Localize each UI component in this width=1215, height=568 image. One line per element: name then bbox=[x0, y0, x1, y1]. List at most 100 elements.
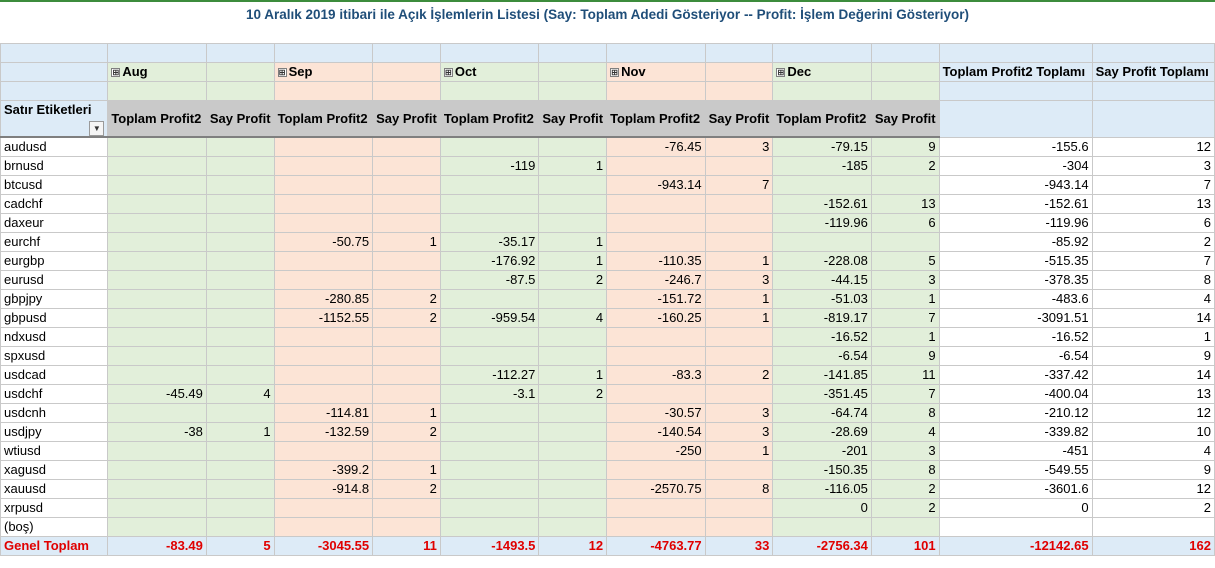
say-cell[interactable]: 4 bbox=[205, 384, 275, 404]
profit-cell[interactable]: -176.92 bbox=[439, 251, 540, 271]
total-say-cell[interactable]: 9 bbox=[1091, 460, 1215, 480]
say-cell[interactable] bbox=[372, 194, 441, 214]
profit-cell[interactable] bbox=[107, 136, 207, 157]
blank-cell[interactable] bbox=[538, 43, 608, 63]
blank-cell[interactable] bbox=[870, 81, 940, 101]
profit-cell[interactable]: -76.45 bbox=[606, 136, 706, 157]
profit-cell[interactable] bbox=[273, 136, 374, 157]
say-cell[interactable]: 2 bbox=[372, 308, 441, 328]
say-cell[interactable]: 1 bbox=[372, 460, 441, 480]
say-cell[interactable]: 7 bbox=[704, 175, 774, 195]
say-cell[interactable]: 8 bbox=[870, 460, 940, 480]
say-cell[interactable]: 2 bbox=[870, 479, 940, 499]
total-say-cell[interactable]: 3 bbox=[1091, 156, 1215, 176]
profit-cell[interactable]: -116.05 bbox=[772, 479, 872, 499]
say-cell[interactable]: 1 bbox=[870, 327, 940, 347]
profit-cell[interactable] bbox=[606, 232, 706, 252]
say-cell[interactable] bbox=[704, 517, 774, 537]
profit-cell[interactable] bbox=[439, 327, 540, 347]
expand-icon[interactable]: ⊞ bbox=[277, 68, 287, 77]
blank-cell[interactable] bbox=[1091, 100, 1215, 138]
profit-cell[interactable] bbox=[772, 232, 872, 252]
say-cell[interactable] bbox=[538, 136, 608, 157]
say-cell[interactable]: 5 bbox=[870, 251, 940, 271]
profit-cell[interactable] bbox=[606, 194, 706, 214]
total-profit-cell[interactable]: 0 bbox=[938, 498, 1093, 518]
total-say-cell[interactable]: 12 bbox=[1091, 136, 1215, 157]
profit-cell[interactable] bbox=[606, 498, 706, 518]
total-say-cell[interactable]: 4 bbox=[1091, 441, 1215, 461]
say-cell[interactable]: 1 bbox=[704, 251, 774, 271]
profit-cell[interactable] bbox=[107, 251, 207, 271]
profit-cell[interactable] bbox=[107, 289, 207, 309]
total-profit-cell[interactable]: -549.55 bbox=[938, 460, 1093, 480]
blank-cell[interactable] bbox=[372, 62, 441, 82]
say-cell[interactable] bbox=[205, 327, 275, 347]
profit-cell[interactable]: -79.15 bbox=[772, 136, 872, 157]
total-profit-cell[interactable]: -210.12 bbox=[938, 403, 1093, 423]
say-cell[interactable]: 4 bbox=[538, 308, 608, 328]
say-cell[interactable] bbox=[538, 194, 608, 214]
total-profit-cell[interactable]: -943.14 bbox=[938, 175, 1093, 195]
total-profit-cell[interactable]: -85.92 bbox=[938, 232, 1093, 252]
profit-cell[interactable] bbox=[439, 498, 540, 518]
blank-cell[interactable] bbox=[0, 43, 109, 63]
profit-cell[interactable]: -119 bbox=[439, 156, 540, 176]
profit-cell[interactable] bbox=[606, 213, 706, 233]
say-cell[interactable] bbox=[205, 251, 275, 271]
profit-cell[interactable]: -201 bbox=[772, 441, 872, 461]
blank-cell[interactable] bbox=[606, 43, 706, 63]
say-cell[interactable] bbox=[205, 498, 275, 518]
say-cell[interactable] bbox=[704, 213, 774, 233]
blank-cell[interactable] bbox=[273, 81, 374, 101]
grand-profit-header[interactable]: Toplam Profit2 Toplamı bbox=[938, 62, 1093, 82]
say-cell[interactable] bbox=[372, 136, 441, 157]
say-cell[interactable]: 3 bbox=[870, 270, 940, 290]
blank-cell[interactable] bbox=[772, 43, 872, 63]
grand-total-cell[interactable]: -4763.77 bbox=[606, 536, 706, 556]
grand-total-cell[interactable]: -3045.55 bbox=[273, 536, 374, 556]
say-cell[interactable]: 2 bbox=[372, 289, 441, 309]
say-cell[interactable] bbox=[870, 232, 940, 252]
say-cell[interactable]: 2 bbox=[870, 156, 940, 176]
profit-cell[interactable]: -280.85 bbox=[273, 289, 374, 309]
profit-cell[interactable] bbox=[439, 422, 540, 442]
total-say-cell[interactable]: 1 bbox=[1091, 327, 1215, 347]
expand-icon[interactable]: ⊞ bbox=[111, 68, 121, 77]
profit-cell[interactable]: -112.27 bbox=[439, 365, 540, 385]
say-cell[interactable]: 2 bbox=[870, 498, 940, 518]
blank-cell[interactable] bbox=[273, 43, 374, 63]
row-label[interactable]: eurchf bbox=[0, 232, 109, 252]
profit-cell[interactable]: -150.35 bbox=[772, 460, 872, 480]
profit-cell[interactable] bbox=[439, 213, 540, 233]
profit-cell[interactable] bbox=[107, 156, 207, 176]
say-col-header[interactable]: Say Profit bbox=[372, 100, 441, 138]
blank-cell[interactable] bbox=[372, 81, 441, 101]
row-label[interactable]: (boş) bbox=[0, 517, 109, 537]
blank-cell[interactable] bbox=[538, 81, 608, 101]
total-profit-cell[interactable]: -16.52 bbox=[938, 327, 1093, 347]
blank-cell[interactable] bbox=[938, 100, 1093, 138]
profit-cell[interactable] bbox=[439, 136, 540, 157]
month-header-dec[interactable]: ⊞ Dec bbox=[772, 62, 872, 82]
profit-cell[interactable] bbox=[107, 194, 207, 214]
total-profit-cell[interactable]: -378.35 bbox=[938, 270, 1093, 290]
say-cell[interactable] bbox=[205, 270, 275, 290]
profit-cell[interactable] bbox=[606, 384, 706, 404]
say-cell[interactable]: 2 bbox=[372, 479, 441, 499]
expand-icon[interactable]: ⊞ bbox=[776, 68, 786, 77]
say-cell[interactable]: 1 bbox=[704, 441, 774, 461]
row-label[interactable]: usdcad bbox=[0, 365, 109, 385]
say-cell[interactable]: 4 bbox=[870, 422, 940, 442]
say-cell[interactable]: 6 bbox=[870, 213, 940, 233]
profit-cell[interactable] bbox=[273, 175, 374, 195]
blank-cell[interactable] bbox=[870, 43, 940, 63]
profit-cell[interactable] bbox=[439, 346, 540, 366]
grand-total-cell[interactable]: -2756.34 bbox=[772, 536, 872, 556]
say-cell[interactable]: 7 bbox=[870, 308, 940, 328]
say-cell[interactable] bbox=[205, 479, 275, 499]
say-cell[interactable]: 1 bbox=[372, 232, 441, 252]
say-cell[interactable]: 11 bbox=[870, 365, 940, 385]
say-cell[interactable] bbox=[372, 213, 441, 233]
profit-cell[interactable]: -399.2 bbox=[273, 460, 374, 480]
